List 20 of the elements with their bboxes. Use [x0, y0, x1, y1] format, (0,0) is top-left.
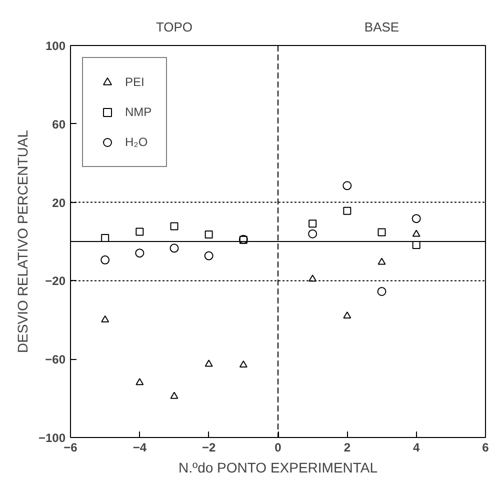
x-tick-label: −2 — [202, 440, 216, 454]
y-tick-label: 60 — [52, 117, 66, 132]
x-tick-label: −4 — [132, 440, 147, 454]
y-tick-label: −100 — [38, 431, 66, 445]
y-tick-label: −60 — [45, 352, 66, 367]
x-axis-title: N.ºdo PONTO EXPERIMENTAL — [178, 460, 378, 476]
y-tick-label: −20 — [45, 274, 66, 288]
text: BASE — [364, 20, 400, 34]
x-tick-label: −6 — [64, 440, 78, 454]
y-tick-label: 20 — [52, 196, 66, 210]
x-tick-label: 4 — [412, 440, 420, 454]
legend-label: NMP — [125, 105, 152, 119]
x-tick-label: 2 — [344, 440, 351, 454]
legend-label: PEI — [125, 75, 145, 89]
y-axis-title: DESVIO RELATIVO PERCENTUAL — [14, 130, 30, 354]
y-tick-label: 100 — [45, 39, 66, 53]
text: TOPO — [156, 20, 193, 34]
x-tick-label: 6 — [482, 440, 490, 454]
legend-label: H₂O — [125, 135, 148, 149]
x-tick-label: 0 — [274, 440, 282, 454]
